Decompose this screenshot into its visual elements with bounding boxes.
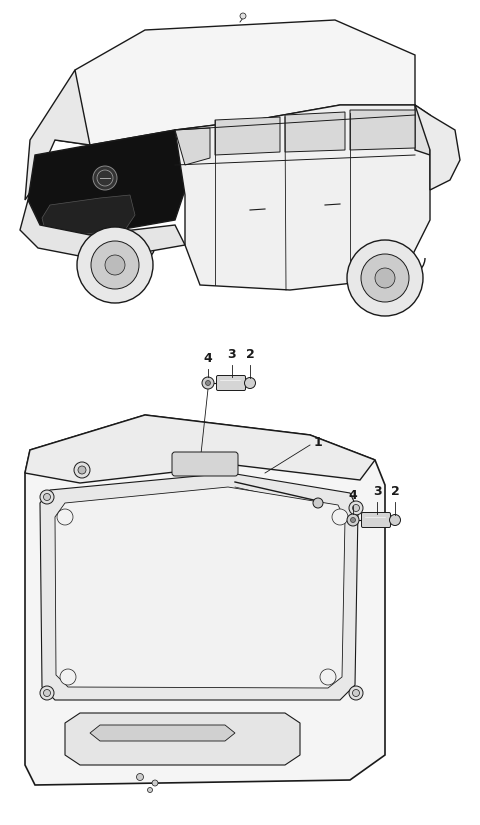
Polygon shape bbox=[415, 105, 430, 155]
Circle shape bbox=[361, 254, 409, 302]
Circle shape bbox=[389, 515, 400, 526]
Circle shape bbox=[240, 13, 246, 19]
Circle shape bbox=[320, 669, 336, 685]
Polygon shape bbox=[175, 105, 430, 290]
Polygon shape bbox=[65, 713, 300, 765]
Polygon shape bbox=[350, 110, 415, 150]
Circle shape bbox=[77, 227, 153, 303]
Polygon shape bbox=[215, 117, 280, 155]
Circle shape bbox=[244, 378, 255, 389]
Polygon shape bbox=[25, 70, 90, 200]
Circle shape bbox=[40, 686, 54, 700]
Text: 1: 1 bbox=[314, 436, 323, 450]
Circle shape bbox=[332, 509, 348, 525]
Polygon shape bbox=[55, 487, 345, 688]
Text: 2: 2 bbox=[391, 485, 399, 498]
Polygon shape bbox=[415, 105, 460, 190]
Polygon shape bbox=[285, 112, 345, 152]
Polygon shape bbox=[175, 128, 210, 165]
Text: 3: 3 bbox=[228, 348, 236, 361]
Circle shape bbox=[352, 505, 360, 512]
Text: 4: 4 bbox=[348, 489, 358, 502]
Circle shape bbox=[347, 240, 423, 316]
Circle shape bbox=[74, 462, 90, 478]
FancyBboxPatch shape bbox=[172, 452, 238, 476]
Circle shape bbox=[93, 166, 117, 190]
Polygon shape bbox=[55, 20, 415, 145]
Polygon shape bbox=[25, 415, 375, 483]
Circle shape bbox=[97, 170, 113, 186]
Circle shape bbox=[78, 466, 86, 474]
Polygon shape bbox=[90, 725, 235, 741]
Circle shape bbox=[147, 788, 153, 793]
Circle shape bbox=[105, 255, 125, 275]
Circle shape bbox=[350, 517, 356, 522]
Circle shape bbox=[60, 669, 76, 685]
Polygon shape bbox=[25, 415, 385, 785]
Circle shape bbox=[375, 268, 395, 288]
Polygon shape bbox=[40, 473, 358, 700]
Circle shape bbox=[202, 377, 214, 389]
Polygon shape bbox=[42, 195, 135, 235]
Polygon shape bbox=[20, 200, 185, 260]
Circle shape bbox=[313, 498, 323, 508]
FancyBboxPatch shape bbox=[216, 375, 245, 390]
Circle shape bbox=[349, 686, 363, 700]
Text: 4: 4 bbox=[204, 352, 212, 365]
Circle shape bbox=[136, 774, 144, 780]
Circle shape bbox=[349, 501, 363, 515]
Circle shape bbox=[57, 509, 73, 525]
Polygon shape bbox=[28, 130, 185, 235]
Circle shape bbox=[152, 780, 158, 786]
Circle shape bbox=[40, 490, 54, 504]
Circle shape bbox=[44, 690, 50, 696]
Circle shape bbox=[44, 493, 50, 501]
Circle shape bbox=[347, 514, 359, 526]
Text: 3: 3 bbox=[372, 485, 381, 498]
FancyBboxPatch shape bbox=[361, 512, 391, 527]
Text: 2: 2 bbox=[246, 348, 254, 361]
Circle shape bbox=[352, 690, 360, 696]
Circle shape bbox=[205, 380, 211, 385]
Circle shape bbox=[91, 241, 139, 289]
